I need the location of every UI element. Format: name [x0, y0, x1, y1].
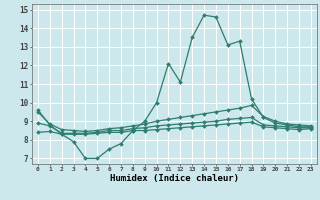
X-axis label: Humidex (Indice chaleur): Humidex (Indice chaleur) — [110, 174, 239, 183]
